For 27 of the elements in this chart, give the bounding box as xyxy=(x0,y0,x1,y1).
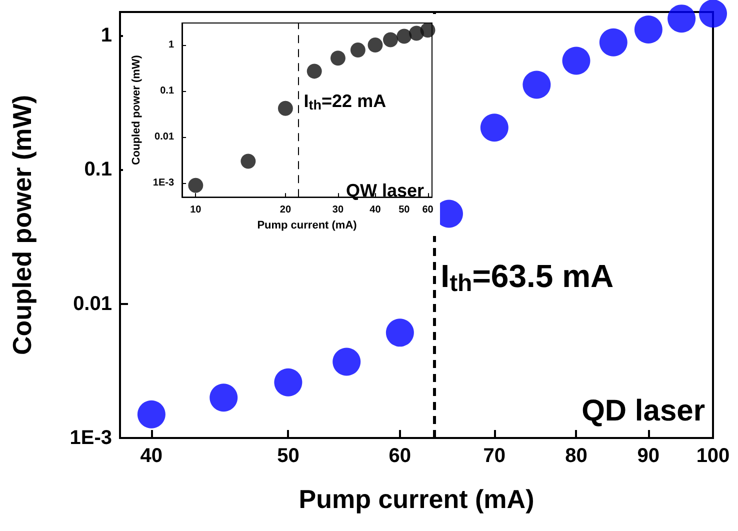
y-tick-label: 0.01 xyxy=(73,292,112,315)
y-tick-label: 0.1 xyxy=(84,158,112,181)
y-tick-label: 0.1 xyxy=(160,86,174,97)
y-tick-label: 1E-3 xyxy=(152,178,174,189)
x-tick-label: 10 xyxy=(190,204,202,216)
x-tick-label: 70 xyxy=(483,445,506,467)
x-tick-label: 20 xyxy=(280,204,292,216)
y-axis-title: Coupled power (mW) xyxy=(7,95,37,355)
x-tick-label: 40 xyxy=(370,204,382,216)
x-axis-title: Pump current (mA) xyxy=(257,220,358,232)
x-tick-label: 60 xyxy=(388,445,412,467)
y-tick-label: 0.01 xyxy=(154,132,174,143)
y-tick-label: 1E-3 xyxy=(70,427,112,449)
x-tick-label: 90 xyxy=(637,445,660,467)
x-tick-label: 50 xyxy=(277,445,300,467)
y-axis-title: Coupled power (mW) xyxy=(130,54,142,166)
x-tick-label: 40 xyxy=(140,445,163,467)
x-tick-label: 30 xyxy=(332,204,344,216)
y-tick-label: 1 xyxy=(168,39,174,50)
x-tick-label: 100 xyxy=(696,445,730,467)
x-tick-label: 60 xyxy=(422,204,434,216)
x-tick-label: 50 xyxy=(398,204,410,216)
x-axis-title: Pump current (mA) xyxy=(298,484,534,514)
x-tick-label: 80 xyxy=(565,445,588,467)
y-tick-label: 1 xyxy=(100,24,112,47)
annotation: QD laser xyxy=(582,394,706,428)
annotation: QW laser xyxy=(346,180,424,200)
